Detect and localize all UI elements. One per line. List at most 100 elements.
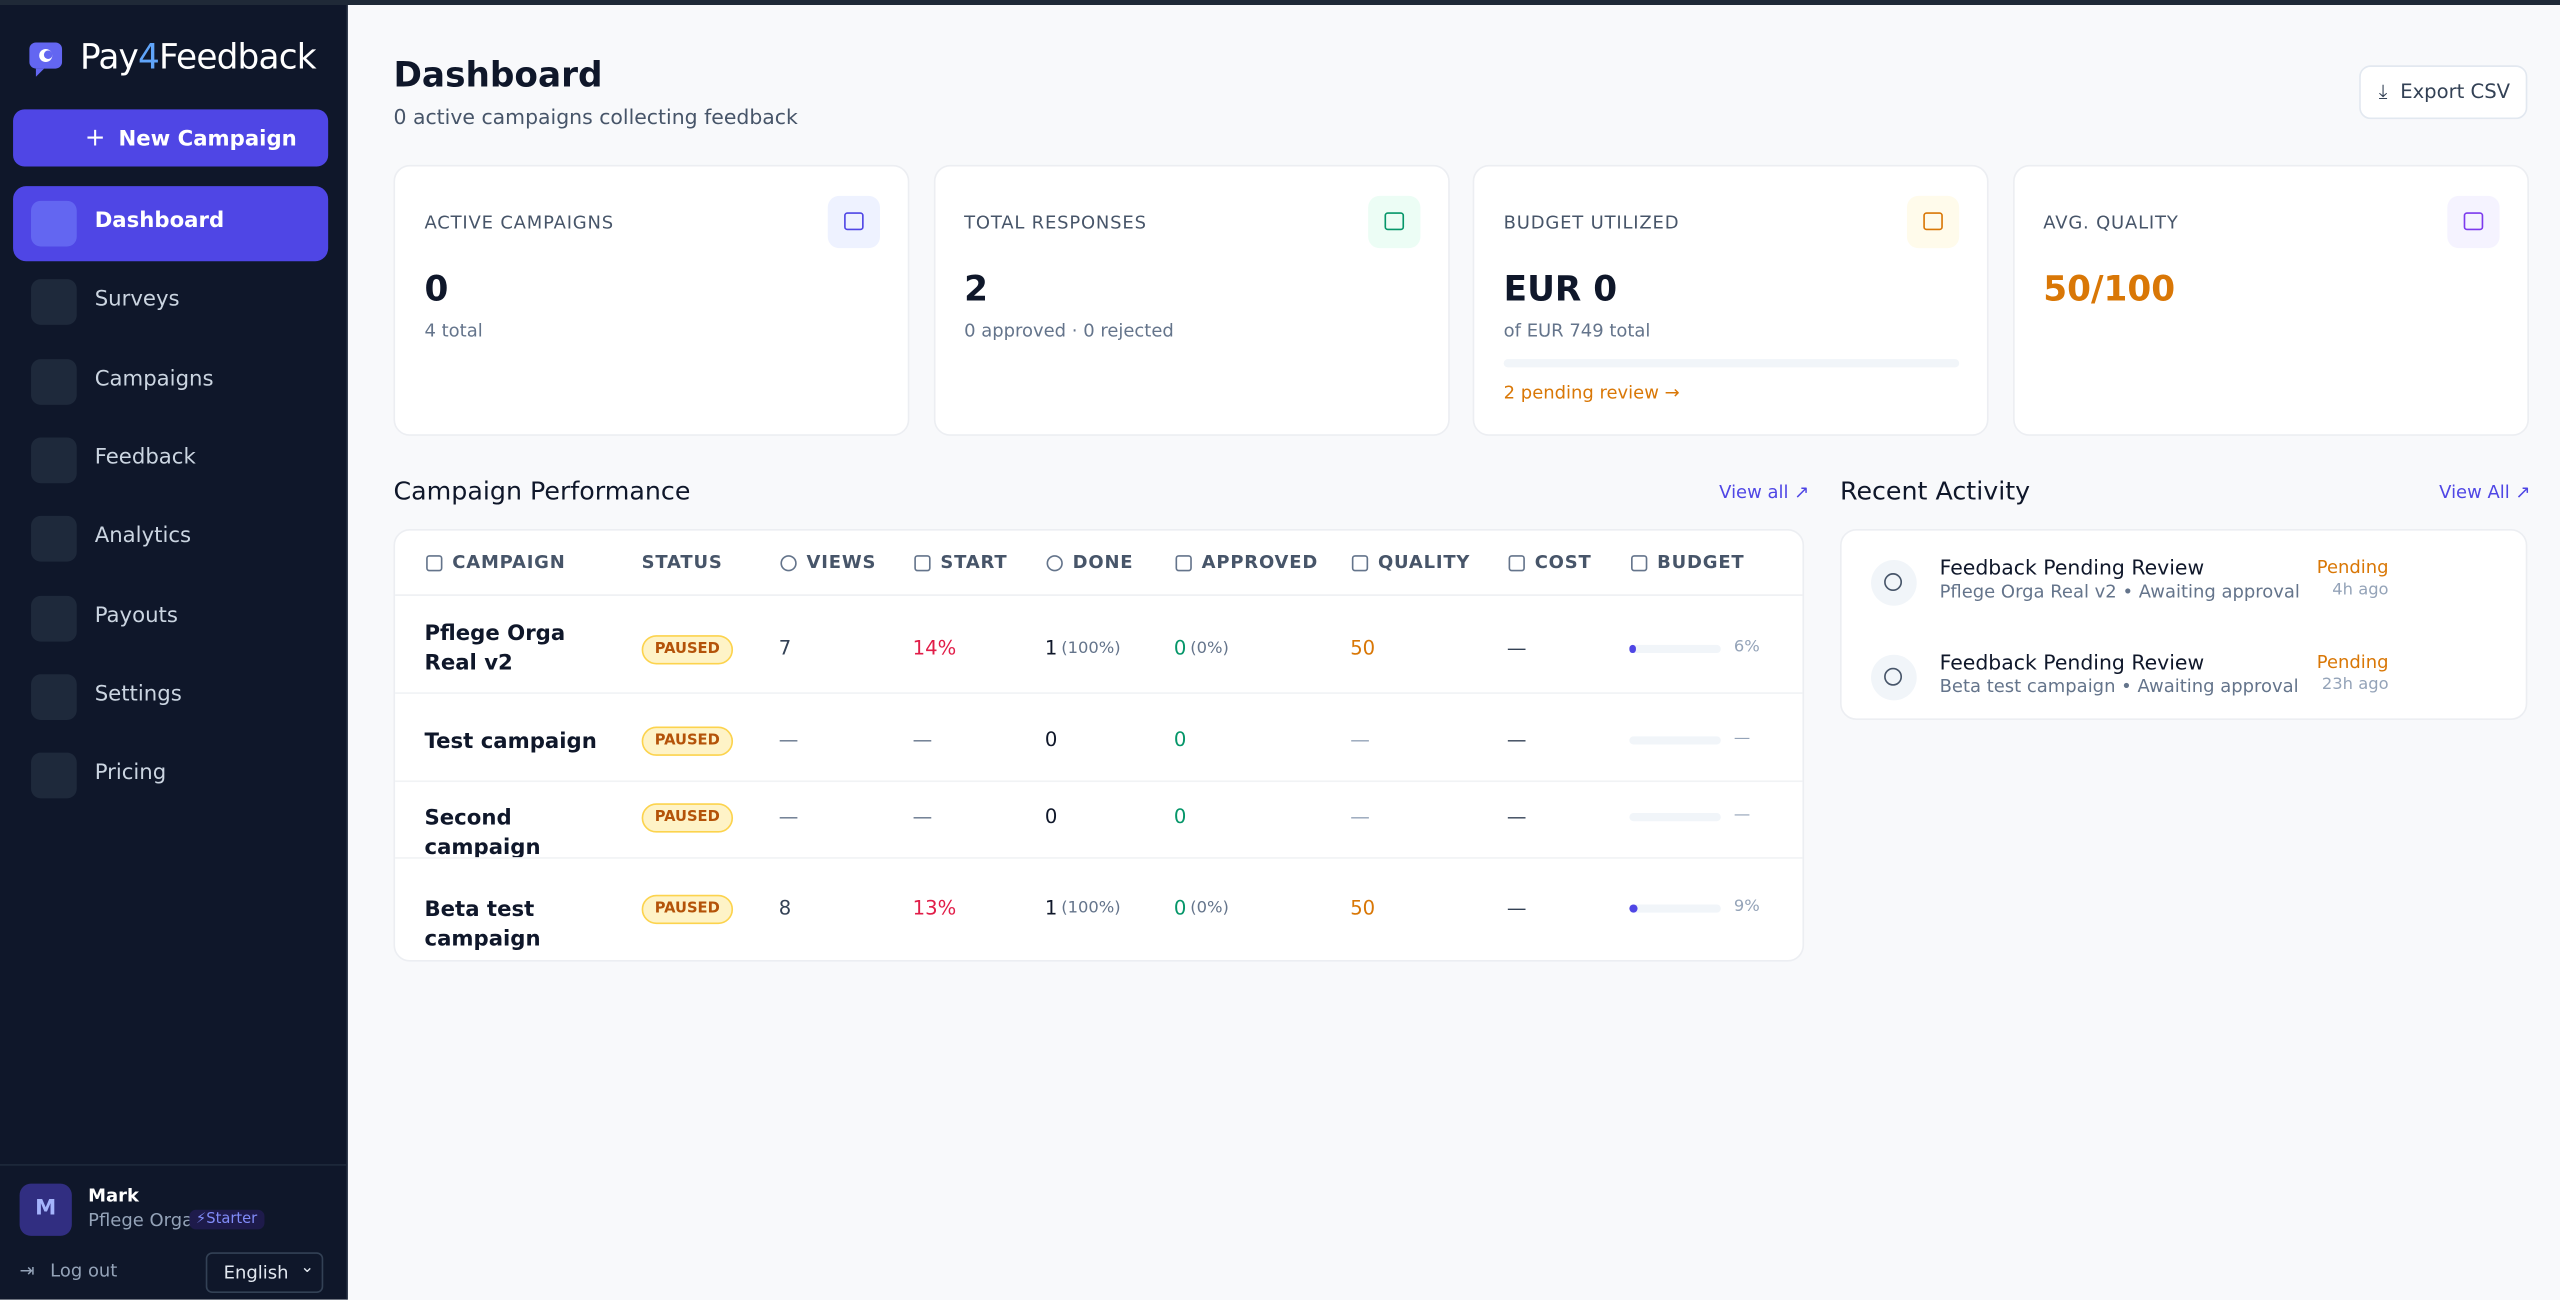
views: — — [778, 728, 799, 752]
cost: — — [1506, 728, 1527, 752]
column-icon — [780, 555, 797, 572]
column-icon — [1175, 555, 1192, 572]
approved-pct: (0%) — [1190, 899, 1229, 918]
row-divider — [395, 692, 1803, 694]
stat-icon — [2446, 195, 2499, 249]
cost: — — [1506, 804, 1527, 828]
budget-label: — — [1733, 729, 1751, 748]
nav-label: Payouts — [94, 603, 178, 628]
nav-icon — [31, 279, 77, 326]
nav-item[interactable]: Feedback — [13, 423, 328, 498]
nav-item[interactable]: Analytics — [13, 502, 328, 577]
view-all[interactable]: View all ↗ — [1719, 481, 1810, 503]
activity-view-all[interactable]: View All ↗ — [2439, 481, 2531, 503]
campaign-name[interactable]: Second campaign — [424, 806, 541, 861]
new-campaign-button[interactable]: + New Campaign — [13, 109, 329, 167]
start-rate: — — [912, 728, 933, 752]
budget-bar — [1629, 644, 1636, 654]
campaign-name[interactable]: Test campaign — [424, 729, 597, 755]
export-button[interactable]: ⤓ Export CSV — [2359, 65, 2528, 120]
column-header: QUALITY — [1377, 551, 1471, 574]
column-icon — [1351, 555, 1369, 572]
budget-label: 9% — [1733, 897, 1760, 916]
cost: — — [1506, 896, 1527, 920]
activity-title[interactable]: Feedback Pending Review — [1939, 649, 2205, 675]
export-label: ⤓ Export CSV — [2378, 79, 2511, 103]
approved-pct: (0%) — [1190, 639, 1229, 658]
row-divider — [395, 857, 1803, 859]
activity-title[interactable]: Feedback Pending Review — [1939, 555, 2205, 580]
approved: 0 — [1173, 804, 1187, 828]
stat-value: EUR 0 — [1503, 269, 1618, 309]
stat-label: TOTAL RESPONSES — [964, 212, 1147, 234]
row-divider — [395, 780, 1803, 783]
nav-icon — [31, 673, 77, 720]
budget-track — [1629, 736, 1721, 745]
done: 0 — [1044, 728, 1058, 752]
nav-label: Feedback — [94, 445, 196, 471]
status-badge: PAUSED — [641, 726, 733, 756]
export-text: Export CSV — [2400, 79, 2511, 103]
nav-icon — [31, 358, 77, 405]
done-pct: (100%) — [1061, 639, 1121, 658]
stat-icon — [827, 195, 880, 249]
budget-label: — — [1733, 806, 1751, 825]
budget-label: 6% — [1733, 638, 1760, 657]
plan-badge: ⚡Starter — [189, 1209, 264, 1230]
nav-icon — [31, 752, 77, 799]
column-icon — [1631, 555, 1648, 572]
campaign-name[interactable]: Pflege Orga Real v2 — [424, 622, 566, 676]
activity-time: 23h ago — [2321, 675, 2389, 694]
nav-icon — [31, 200, 77, 247]
nav-label: Analytics — [94, 524, 192, 549]
activity-detail: Beta test campaign • Awaiting approval — [1939, 675, 2299, 698]
done: 1 — [1044, 896, 1058, 920]
stat-label: AVG. QUALITY — [2043, 212, 2179, 234]
approved: 0 — [1173, 896, 1187, 920]
nav-icon — [31, 516, 77, 562]
activity-card: Feedback Pending Review Pflege Orga Real … — [1839, 528, 2528, 720]
campaign-name[interactable]: Beta test campaign — [424, 897, 541, 952]
divider — [0, 1164, 347, 1166]
stat-glyph — [2462, 212, 2483, 231]
status-badge: PAUSED — [641, 635, 733, 665]
user-name: Mark — [88, 1185, 139, 1207]
views: 7 — [778, 636, 792, 660]
nav-item[interactable]: Surveys — [13, 265, 328, 340]
nav-item[interactable]: Dashboard — [13, 186, 329, 262]
column-header: BUDGET — [1657, 551, 1745, 574]
brand-accent: 4 — [138, 37, 160, 77]
status-badge: PAUSED — [641, 894, 733, 925]
brand-suffix: Feedback — [159, 37, 317, 77]
nav-item[interactable]: Payouts — [13, 580, 328, 655]
stat-note: of EUR 749 total — [1503, 319, 1651, 342]
stat-card: ACTIVE CAMPAIGNS 0 4 total — [393, 164, 910, 436]
logout[interactable]: ⇥ Log out — [19, 1260, 118, 1282]
nav-item[interactable]: Settings — [13, 659, 328, 734]
nav-item[interactable]: Campaigns — [13, 344, 328, 419]
activity-icon — [1871, 654, 1917, 701]
quality: 50 — [1350, 896, 1376, 920]
budget-track — [1629, 813, 1721, 822]
cost: — — [1506, 636, 1527, 660]
stat-value: 50/100 — [2043, 269, 2176, 309]
column-icon — [1508, 555, 1525, 572]
column-icon — [1046, 555, 1063, 572]
nav-label: Settings — [94, 682, 182, 707]
column-icon — [426, 555, 443, 572]
column-header: VIEWS — [806, 551, 877, 574]
column-header: DONE — [1072, 551, 1134, 574]
done-pct: (100%) — [1061, 899, 1121, 918]
page-title: Dashboard — [393, 55, 603, 95]
nav-item[interactable]: Pricing — [13, 738, 328, 813]
activity-view-all-text: View All — [2439, 481, 2510, 503]
clock — [1884, 573, 1903, 592]
brand-logo — [29, 42, 63, 77]
pending-link[interactable]: 2 pending review → — [1503, 382, 1680, 404]
start-rate: — — [912, 804, 933, 828]
budget-track — [1629, 904, 1721, 913]
user-org: Pflege Orga — [88, 1209, 194, 1232]
language-select[interactable]: English ⌄ — [205, 1252, 324, 1294]
nav-icon — [31, 437, 77, 484]
stat-glyph — [1923, 212, 1943, 231]
